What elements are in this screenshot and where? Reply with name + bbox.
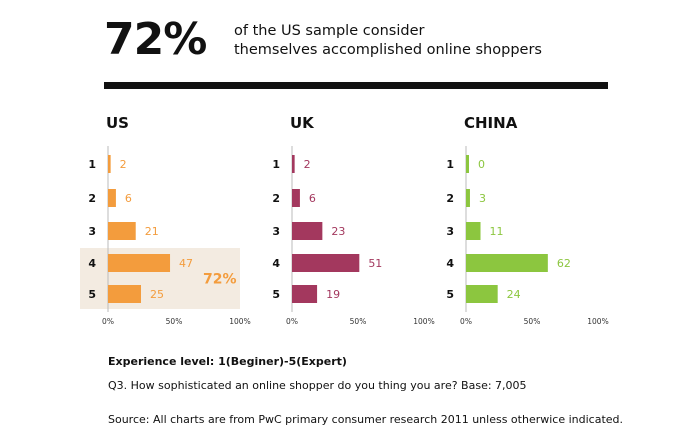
us-value-label: 21 xyxy=(145,225,159,238)
uk-value-label: 19 xyxy=(326,288,340,301)
china-tick-label: 100% xyxy=(587,317,608,326)
uk-value-label: 2 xyxy=(304,158,311,171)
china-category-label: 2 xyxy=(446,192,454,205)
us-category-label: 1 xyxy=(88,158,96,171)
uk-category-label: 5 xyxy=(272,288,280,301)
us-chart-title: US xyxy=(106,114,129,132)
us-value-label: 25 xyxy=(150,288,164,301)
uk-bar xyxy=(292,155,295,173)
uk-bar xyxy=(292,285,318,303)
uk-chart-title: UK xyxy=(290,114,315,132)
uk-category-label: 2 xyxy=(272,192,280,205)
charts-panel: US 1 2 2 6 3 21 4 47 5 25 72% 0% 50% 100% UK 1 2 2 6 3 23 4 51 5… xyxy=(0,100,680,340)
china-category-label: 4 xyxy=(446,257,454,270)
uk-tick-label: 50% xyxy=(350,317,367,326)
china-value-label: 62 xyxy=(557,257,571,270)
china-bar xyxy=(466,189,470,207)
china-tick-label: 50% xyxy=(524,317,541,326)
china-category-label: 1 xyxy=(446,158,454,171)
us-category-label: 3 xyxy=(88,225,96,238)
uk-category-label: 1 xyxy=(272,158,280,171)
china-value-label: 3 xyxy=(479,192,486,205)
uk-category-label: 3 xyxy=(272,225,280,238)
header-divider xyxy=(104,82,608,89)
headline-text: of the US sample consider themselves acc… xyxy=(234,22,564,60)
headline-line-2: themselves accomplished online shoppers xyxy=(234,42,542,58)
china-chart-title: CHINA xyxy=(464,114,518,132)
us-bar xyxy=(108,254,171,272)
uk-bar xyxy=(292,189,300,207)
uk-value-label: 6 xyxy=(309,192,316,205)
us-tick-label: 100% xyxy=(229,317,250,326)
us-category-label: 2 xyxy=(88,192,96,205)
china-value-label: 0 xyxy=(478,158,485,171)
uk-tick-label: 100% xyxy=(413,317,434,326)
china-category-label: 5 xyxy=(446,288,454,301)
uk-category-label: 4 xyxy=(272,257,280,270)
china-tick-label: 0% xyxy=(460,317,472,326)
us-value-label: 6 xyxy=(125,192,132,205)
us-tick-label: 0% xyxy=(102,317,114,326)
us-bar xyxy=(108,222,136,240)
uk-value-label: 51 xyxy=(368,257,382,270)
china-bar xyxy=(466,155,469,173)
china-value-label: 11 xyxy=(490,225,504,238)
us-value-label: 2 xyxy=(120,158,127,171)
us-bar xyxy=(108,155,111,173)
us-category-label: 4 xyxy=(88,257,96,270)
uk-bar xyxy=(292,254,360,272)
china-category-label: 3 xyxy=(446,225,454,238)
us-value-label: 47 xyxy=(179,257,193,270)
china-bar xyxy=(466,285,498,303)
us-bar xyxy=(108,189,116,207)
china-bar xyxy=(466,254,548,272)
china-value-label: 24 xyxy=(507,288,521,301)
us-tick-label: 50% xyxy=(166,317,183,326)
headline-line-1: of the US sample consider xyxy=(234,23,425,39)
question-note: Q3. How sophisticated an online shopper … xyxy=(108,379,527,392)
china-bar xyxy=(466,222,481,240)
headline-percent: 72% xyxy=(104,14,207,65)
uk-tick-label: 0% xyxy=(286,317,298,326)
uk-value-label: 23 xyxy=(331,225,345,238)
experience-level-note: Experience level: 1(Beginer)-5(Expert) xyxy=(108,355,347,368)
us-category-label: 5 xyxy=(88,288,96,301)
us-highlight-label: 72% xyxy=(203,272,237,288)
source-note: Source: All charts are from PwC primary … xyxy=(108,413,624,426)
uk-bar xyxy=(292,222,323,240)
us-bar xyxy=(108,285,141,303)
